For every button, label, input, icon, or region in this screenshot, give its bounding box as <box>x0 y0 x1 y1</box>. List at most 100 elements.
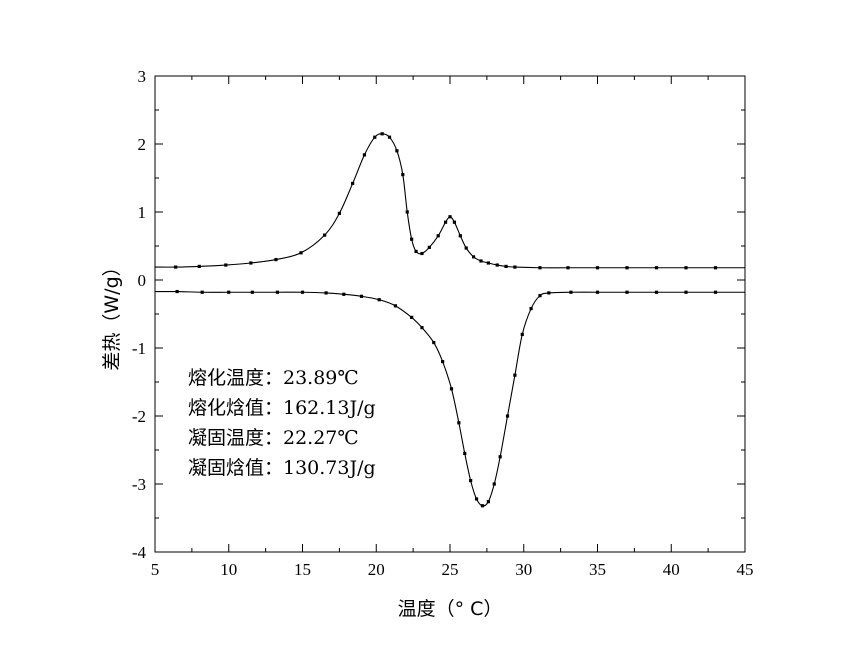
x-tick-label: 25 <box>442 560 459 579</box>
series-1-point <box>684 290 688 294</box>
annotation-melting-temp: 熔化温度：23.89℃ <box>188 367 359 389</box>
series-1-point <box>457 421 461 425</box>
series-0-point <box>464 246 468 250</box>
y-tick-label: 0 <box>138 271 147 290</box>
series-0-line <box>154 133 745 269</box>
series-1-point <box>547 291 551 295</box>
y-tick-label: 2 <box>138 135 147 154</box>
series-1-point <box>469 479 473 483</box>
series-0-point <box>410 237 414 241</box>
x-tick-label: 30 <box>515 560 532 579</box>
series-0-point <box>436 234 440 238</box>
y-tick-label: 3 <box>138 67 147 86</box>
series-0-point <box>458 234 462 238</box>
series-0-point <box>427 245 431 249</box>
series-1-point <box>713 290 718 294</box>
series-1-point <box>342 292 346 296</box>
series-1-point <box>300 290 305 294</box>
x-tick-label: 15 <box>294 560 311 579</box>
series-1-point <box>275 290 280 294</box>
series-0-point <box>472 255 476 259</box>
series-1-point <box>200 290 204 294</box>
series-1-point <box>410 315 414 319</box>
x-tick-label: 45 <box>737 560 754 579</box>
series-0-point <box>299 251 303 255</box>
series-0-point <box>224 263 228 267</box>
series-0-point <box>401 173 405 177</box>
series-1-point <box>420 326 424 330</box>
series-0-point <box>351 181 355 186</box>
series-1-point <box>480 504 485 508</box>
series-0-point <box>479 259 483 263</box>
annotation-block: 熔化温度：23.89℃ 熔化焓值：162.13J/g 凝固温度：22.27℃ 凝… <box>188 367 376 479</box>
plot-frame <box>154 75 746 553</box>
series-0-point <box>323 233 327 237</box>
series-1-point <box>393 304 398 308</box>
x-tick-label: 20 <box>368 560 385 579</box>
series-0-point <box>373 135 377 139</box>
series-0-point <box>513 265 517 269</box>
ticks <box>154 75 746 553</box>
series-1-point <box>227 290 231 294</box>
y-tick-label: -1 <box>132 339 146 358</box>
y-tick-label: -4 <box>132 543 147 562</box>
series-1-point <box>449 387 454 391</box>
series-0-point <box>625 266 629 270</box>
series-0-point <box>504 264 508 268</box>
series-1-point <box>505 414 510 418</box>
series-1-point <box>625 290 629 294</box>
series-0-point <box>395 149 399 153</box>
series-0-point <box>448 215 452 219</box>
series-1-point <box>538 294 542 298</box>
annotation-solidification-temp: 凝固温度：22.27℃ <box>188 427 359 449</box>
series-0-point <box>249 261 253 265</box>
series-1-point <box>529 306 533 311</box>
series-0-point <box>713 266 718 270</box>
series-1-point <box>175 289 179 294</box>
series-1-point <box>359 294 364 298</box>
y-axis-title: 差热（W/g） <box>101 257 123 370</box>
series-1-point <box>492 482 496 486</box>
series-0-point <box>486 261 490 265</box>
series-1-point <box>654 290 659 294</box>
series-1-point <box>486 500 490 504</box>
series-layer <box>154 132 745 508</box>
series-0-point <box>495 263 499 267</box>
series-0-point <box>380 132 384 136</box>
series-0-point <box>274 258 278 262</box>
series-1-point <box>569 290 573 294</box>
series-0-point <box>414 249 418 254</box>
series-0-point <box>538 266 542 270</box>
series-0-point <box>420 251 424 256</box>
series-1-point <box>250 290 254 294</box>
x-tick-label: 35 <box>589 560 606 579</box>
x-axis-title: 温度（° C） <box>398 598 503 620</box>
series-0-point <box>174 265 178 269</box>
series-1-point <box>520 332 524 336</box>
y-tick-label: -3 <box>132 475 146 494</box>
series-0-point <box>387 135 392 139</box>
x-tick-label: 5 <box>151 560 160 579</box>
series-0-point <box>337 211 341 215</box>
series-1-point <box>498 455 502 459</box>
series-0-point <box>362 153 367 157</box>
series-0-point <box>197 264 201 268</box>
annotation-solidification-enthalpy: 凝固焓值：130.73J/g <box>188 457 376 479</box>
y-tick-label: 1 <box>138 203 147 222</box>
x-tick-label: 10 <box>220 560 237 579</box>
series-1-point <box>324 291 328 295</box>
series-1-point <box>463 451 467 455</box>
series-1-point <box>595 290 600 294</box>
y-tick-label: -2 <box>132 407 146 426</box>
x-tick-label: 40 <box>663 560 680 579</box>
series-0-point <box>452 220 457 224</box>
series-1-point <box>474 497 479 501</box>
series-1-point <box>377 298 381 302</box>
series-1-point <box>441 360 445 364</box>
series-0-point <box>405 210 409 214</box>
series-1-point <box>432 340 436 345</box>
series-0-point <box>654 266 659 270</box>
annotation-melting-enthalpy: 熔化焓值：162.13J/g <box>188 397 376 419</box>
